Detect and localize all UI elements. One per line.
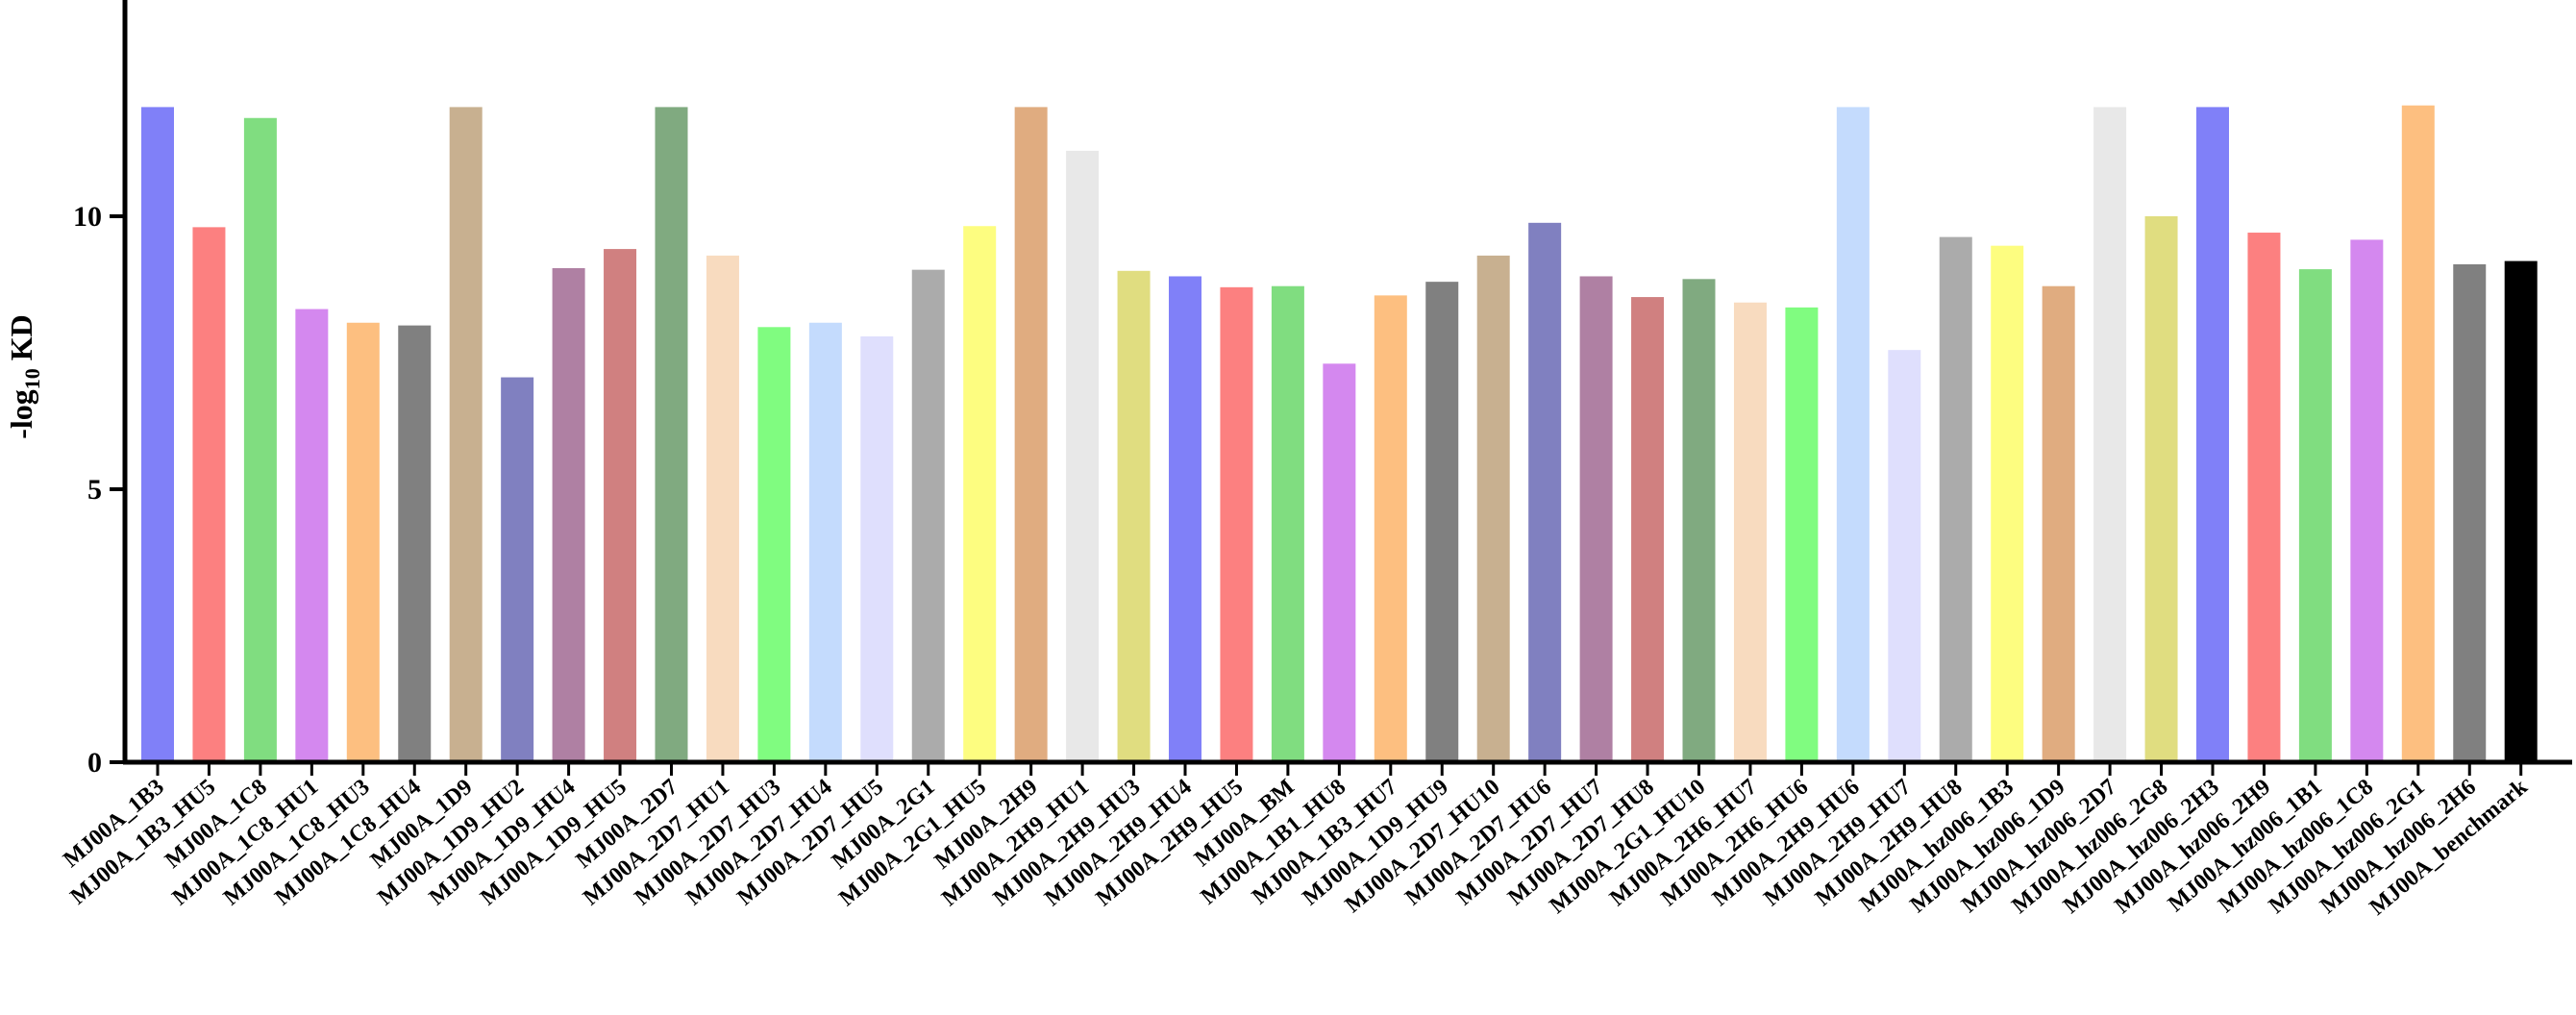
bar-MJ00A_hz006_1C8: [2350, 239, 2384, 763]
bar-MJ00A_1C8_HU4: [398, 325, 432, 762]
bar-MJ00A_benchmark: [2504, 260, 2538, 763]
y-tick-labels: 0 5 10: [73, 201, 102, 779]
bar-MJ00A_2G1_HU10: [1682, 279, 1716, 762]
bar-MJ00A_hz006_2H6: [2453, 263, 2487, 763]
bar-MJ00A_1D9_HU5: [604, 249, 637, 763]
bar-MJ00A_1D9: [449, 107, 483, 762]
x-ticks: [156, 762, 2523, 776]
y-ticks: [110, 214, 125, 764]
bar-MJ00A_hz006_2D7: [2093, 107, 2127, 762]
y-axis-title-subscript: 10: [20, 368, 44, 389]
bar-MJ00A_2G1: [911, 269, 945, 762]
bar-MJ00A_2D7: [655, 107, 688, 762]
bar-MJ00A_2D7_HU1: [706, 255, 739, 762]
bar-MJ00A_1B3_HU5: [192, 227, 226, 763]
bar-MJ00A_hz006_2H3: [2196, 107, 2229, 762]
bar-MJ00A_1D9_HU2: [501, 377, 534, 762]
bar-MJ00A_2H6_HU6: [1785, 307, 1819, 762]
bar-MJ00A_2H9_HU3: [1117, 270, 1151, 762]
bar-MJ00A_1B3_HU7: [1374, 295, 1407, 762]
bar-MJ00A_1D9_HU4: [552, 267, 585, 763]
bar-MJ00A_hz006_1B3: [1991, 245, 2024, 763]
bar-MJ00A_2H9_HU5: [1220, 286, 1253, 762]
bar-MJ00A_2H9: [1014, 107, 1048, 762]
bar-MJ00A_2G1_HU5: [963, 226, 997, 763]
bar-MJ00A_1D9_HU9: [1425, 282, 1459, 762]
bar-MJ00A_hz006_2G1: [2401, 105, 2435, 762]
y-axis-title-suffix: KD: [4, 314, 38, 368]
bar-MJ00A_hz006_2G8: [2144, 216, 2178, 762]
bar-MJ00A_2D7_HU3: [757, 327, 791, 762]
bar-MJ00A_2H9_HU6: [1836, 107, 1870, 762]
y-tick-label: 0: [87, 747, 102, 779]
bar-MJ00A_1C8_HU1: [295, 309, 329, 762]
x-tick-labels: MJ00A_1B3MJ00A_1B3_HU5MJ00A_1C8MJ00A_1C8…: [59, 774, 2533, 920]
bar-MJ00A_2D7_HU4: [808, 322, 842, 762]
bar-MJ00A_1B3: [141, 107, 174, 762]
bar-MJ00A_hz006_1B1: [2298, 269, 2332, 763]
bar-MJ00A_2D7_HU5: [860, 335, 894, 762]
bar-MJ00A_1C8: [243, 117, 277, 762]
y-axis-title: -log10 KD: [4, 314, 44, 439]
y-axis-title-prefix: -log: [4, 389, 38, 439]
bar-MJ00A_1C8_HU3: [346, 322, 380, 762]
bar-MJ00A_1B1_HU8: [1323, 363, 1356, 762]
bar-MJ00A_2D7_HU8: [1631, 297, 1665, 762]
bars-group: [141, 105, 2538, 763]
bar-MJ00A_hz006_1D9: [2042, 285, 2075, 762]
bar-MJ00A_2D7_HU6: [1528, 222, 1562, 762]
y-tick-label: 10: [73, 201, 102, 233]
bar-MJ00A_2H9_HU4: [1169, 276, 1201, 762]
bar-MJ00A_BM: [1271, 285, 1304, 762]
y-tick-label: 5: [87, 474, 102, 506]
bar-MJ00A_2D7_HU10: [1476, 255, 1510, 762]
bar-MJ00A_2H6_HU7: [1733, 302, 1767, 762]
bar-MJ00A_2H9_HU8: [1939, 236, 1972, 762]
bar-MJ00A_2H9_HU1: [1066, 150, 1100, 763]
bar-MJ00A_hz006_2H9: [2247, 233, 2281, 763]
bar-MJ00A_2H9_HU7: [1888, 350, 1921, 762]
bar-MJ00A_2D7_HU7: [1579, 276, 1613, 762]
